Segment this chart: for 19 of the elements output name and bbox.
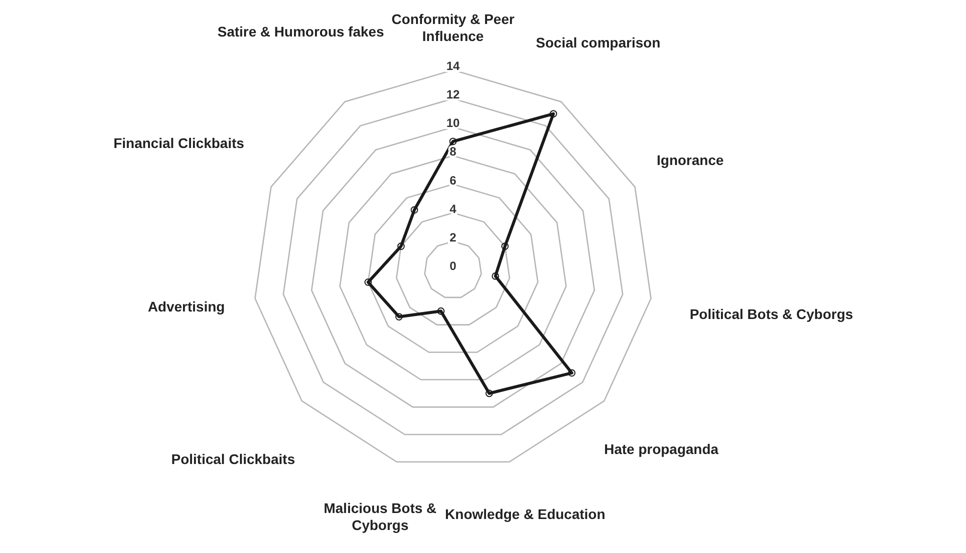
spoke-label: Advertising — [148, 298, 225, 315]
y-tick-label: 12 — [446, 88, 460, 102]
spoke-label: Knowledge & Education — [445, 506, 606, 522]
y-tick-label: 4 — [450, 202, 457, 216]
spoke-label: Political Clickbaits — [171, 450, 296, 467]
spoke-label: Malicious Bots & Cyborgs — [324, 500, 437, 534]
y-tick-label: 2 — [450, 230, 457, 244]
y-tick-label: 6 — [450, 173, 457, 188]
y-tick-label: 0 — [450, 259, 457, 273]
spoke-label: Social comparison — [536, 34, 660, 51]
spoke-label: Conformity & Peer Influence — [392, 10, 515, 44]
spoke-label: Ignorance — [656, 152, 724, 168]
spoke-label: Financial Clickbaits — [113, 135, 244, 152]
spoke-label: Satire & Humorous fakes — [217, 23, 384, 40]
y-tick-label: 14 — [446, 59, 460, 73]
spoke-label: Hate propaganda — [604, 440, 719, 457]
spoke-label: Political Bots & Cyborgs — [690, 306, 854, 322]
y-tick-label: 10 — [446, 116, 460, 130]
y-tick-label: 8 — [450, 144, 457, 159]
